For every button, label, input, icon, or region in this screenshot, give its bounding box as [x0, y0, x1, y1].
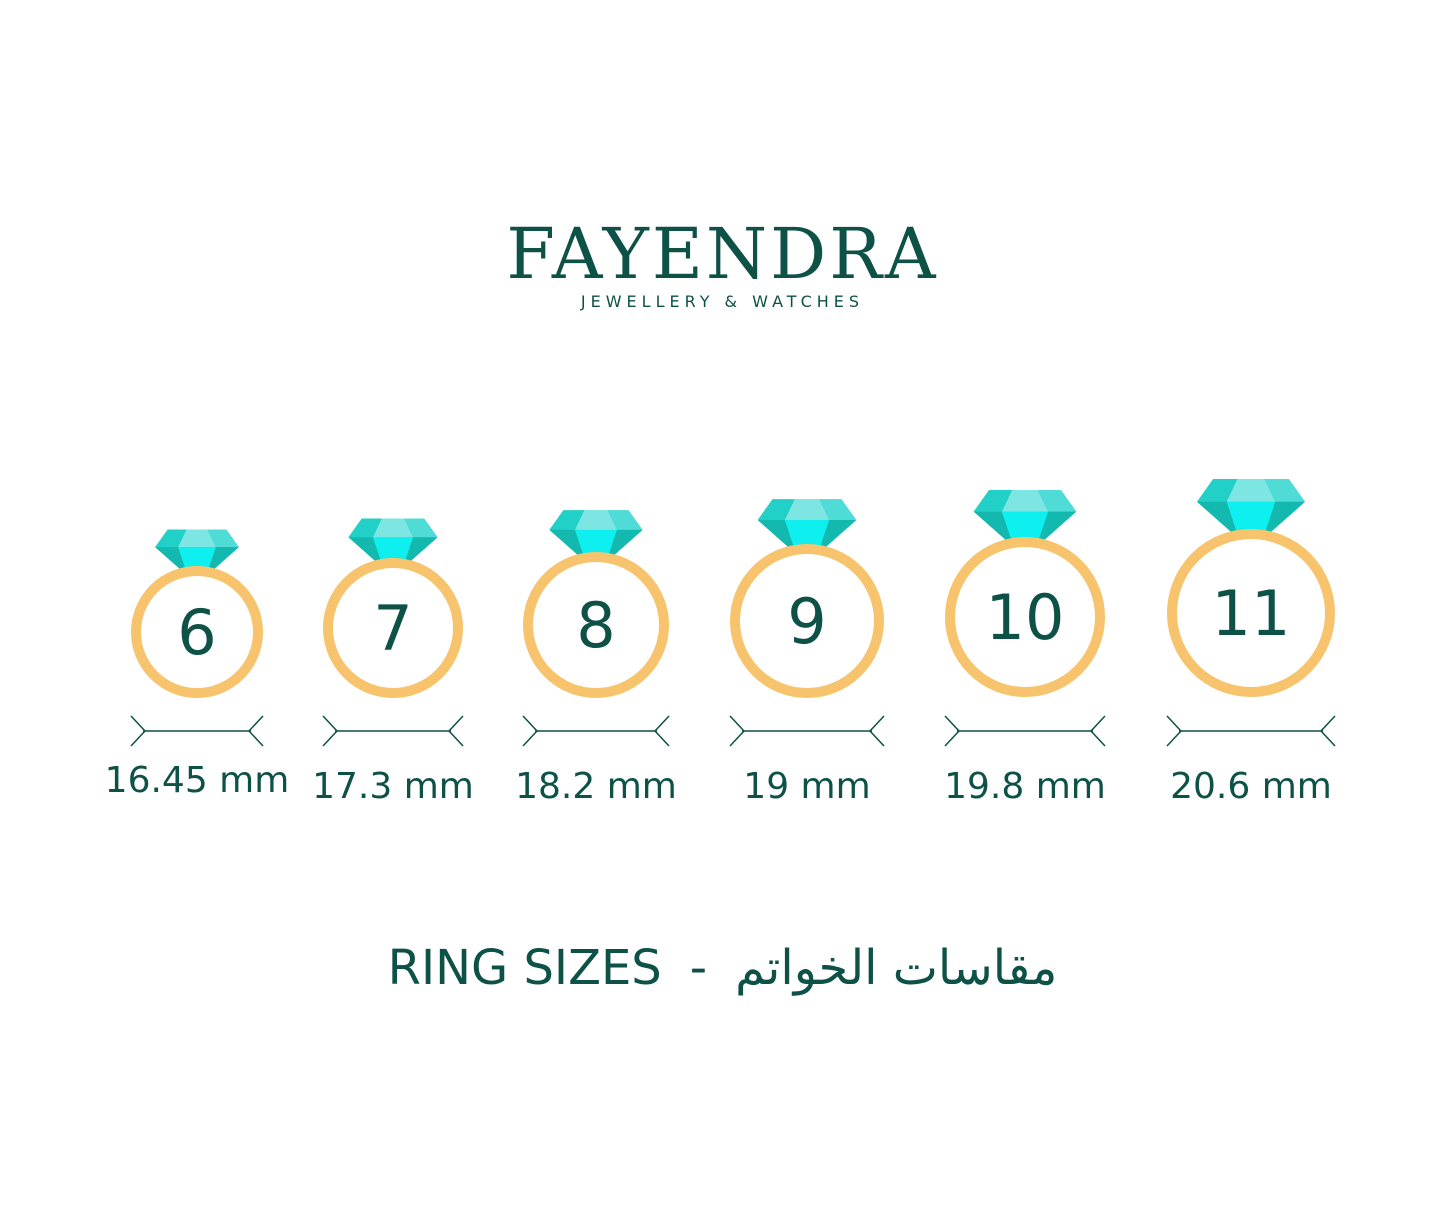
- ring-size-number: 6: [177, 596, 216, 669]
- ring-size-number: 9: [787, 585, 826, 658]
- footer-english: RING SIZES: [387, 940, 662, 996]
- ring-size-9: 9: [729, 499, 885, 747]
- ring-size-number: 8: [576, 589, 615, 662]
- ring-diameter-label: 16.45 mm: [104, 760, 290, 801]
- ring-band: [523, 552, 669, 698]
- gem-icon: [1197, 479, 1305, 539]
- brand-name: FAYENDRA: [506, 213, 939, 295]
- ring-size-number: 7: [373, 592, 412, 665]
- brand-logo: FAYENDRA JEWELLERY & WATCHES: [0, 214, 1445, 311]
- ring-size-number: 10: [986, 581, 1065, 654]
- ring-band: [131, 566, 263, 698]
- ring-size-10: 10: [944, 490, 1106, 747]
- footer-title: RING SIZES - مقاسات الخواتم: [0, 940, 1445, 996]
- ring-size-7: 7: [322, 518, 464, 747]
- ring-size-8: 8: [522, 510, 670, 747]
- ring-diameter-label: 19.8 mm: [944, 766, 1106, 807]
- gem-icon: [757, 499, 857, 554]
- diameter-measure-line: [522, 715, 670, 747]
- ring-band: [323, 558, 463, 698]
- diameter-measure-line: [322, 715, 464, 747]
- ring-size-number: 11: [1212, 577, 1291, 650]
- brand-tagline: JEWELLERY & WATCHES: [580, 292, 865, 311]
- ring-diameter-label: 18.2 mm: [515, 766, 677, 807]
- ring-band: [1167, 529, 1335, 697]
- ring-diameter-label: 19 mm: [743, 766, 871, 807]
- gem-icon: [973, 490, 1077, 547]
- ring-size-6: 6: [130, 529, 264, 747]
- ring-band: [945, 537, 1105, 697]
- diameter-measure-line: [1166, 715, 1336, 747]
- ring-band: [730, 544, 884, 698]
- diameter-measure-line: [944, 715, 1106, 747]
- footer-arabic: مقاسات الخواتم: [735, 940, 1058, 996]
- diameter-measure-line: [130, 715, 264, 747]
- diameter-measure-line: [729, 715, 885, 747]
- ring-diameter-label: 17.3 mm: [312, 766, 474, 807]
- ring-diameter-label: 20.6 mm: [1170, 766, 1332, 807]
- ring-size-chart: 6 7 8 9 10 11: [130, 479, 1336, 747]
- footer-separator: -: [689, 940, 708, 996]
- ring-size-11: 11: [1166, 479, 1336, 747]
